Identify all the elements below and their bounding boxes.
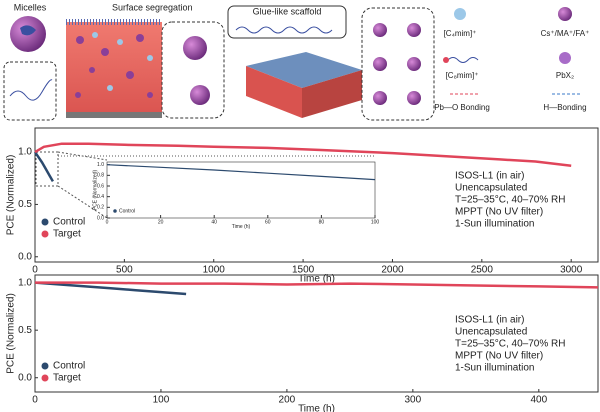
x-tick-label: 0 [32,395,38,406]
x-tick-label: 2000 [381,265,404,276]
x-tick-label: 400 [530,395,547,406]
x-tick-label: 500 [116,265,133,276]
series-line [35,281,599,289]
lattice [373,23,421,105]
annotation: 1-Sun illumination [455,219,535,230]
x-axis-label: Time (h) [298,404,335,412]
crystal [190,85,210,105]
plot-frame [106,161,376,219]
chains [235,26,333,34]
series-line [34,281,187,296]
x-axis-label: Time (h) [232,224,251,230]
annotation: MPPT (No UV filter) [455,207,543,218]
plot-frame [34,127,599,263]
zoom-line [57,185,108,219]
legend-label: Target [53,229,81,240]
substrate [66,112,162,118]
x-tick-label: 300 [405,395,422,406]
legend-marker [41,374,49,382]
legend-marker [41,230,49,238]
y-tick-label: 1.0 [97,162,104,168]
y-axis-label: PCE (Normalized) [6,293,17,374]
y-tick-label: 0.5 [18,199,32,210]
x-tick-label: 0 [106,219,109,225]
annotation: Unencapsulated [455,183,527,194]
schematic-legend: Cs⁺/MA⁺/FA⁺ [541,29,590,38]
film-side [302,70,362,118]
legend-label: Control [53,217,85,228]
legend-marker [41,218,49,226]
y-axis-label: PCE (Normalized) [92,170,98,211]
x-tick-label: 3000 [560,265,583,276]
y-tick-label: 0.0 [18,372,32,383]
schematic-legend: [C₄mim]⁺ [444,29,477,38]
schematic-legend: H—Bonding [543,103,586,112]
x-tick-label: 1500 [292,265,315,276]
y-tick-label: 1.0 [18,277,32,288]
annotation: 1-Sun illumination [455,363,535,374]
schematic-legend: [C₈mim]⁺ [446,71,479,80]
legend-label: Target [53,373,81,384]
callout [227,5,347,39]
series-line [33,151,54,183]
x-tick-label: 1000 [203,265,226,276]
x-tick-label: 60 [265,219,271,225]
annotation: MPPT (No UV filter) [455,351,543,362]
legend-marker [41,362,49,370]
surface-label: Surface segregation [112,2,193,12]
x-tick-label: 100 [153,395,170,406]
y-axis-label: PCE (Normalized) [6,155,17,236]
particles [75,34,153,98]
x-tick-label: 80 [319,219,325,225]
legend-icon [443,57,449,63]
inset-background [107,162,375,218]
annotation: T=25–35°C, 40–70% RH [455,195,565,206]
annotation: T=25–35°C, 40–70% RH [455,339,565,350]
plot-frame [34,274,599,393]
crystal [183,36,207,60]
micelle-core [20,25,36,36]
zoom-box [3,61,57,121]
y-tick-label: 0.4 [97,194,104,200]
legend-icon [558,7,572,21]
series-line [106,164,376,181]
y-tick-label: 0.6 [97,183,104,189]
legend-icon [454,8,466,20]
y-tick-label: 1.0 [18,147,32,158]
legend-marker [113,209,117,213]
cations [92,32,153,91]
annotation: Unencapsulated [455,327,527,338]
legend-label: Control [53,361,85,372]
schematic-legend: Pb—O Bonding [434,103,490,112]
y-tick-label: 0.0 [97,215,104,221]
chain [9,79,53,101]
scaffold-label: Glue-like scaffold [253,6,322,16]
legend-label: Control [119,208,135,214]
film-side [246,66,302,118]
zoom-box [361,7,435,121]
film-top [246,52,362,88]
schematic-legend: PbX₂ [556,71,574,80]
y-tick-label: 0.8 [97,173,104,179]
y-tick-label: 0.2 [97,205,104,211]
legend-icon [447,57,479,63]
series-line [34,142,572,167]
x-tick-label: 0 [32,265,38,276]
annotation: ISOS-L1 (in air) [455,171,524,182]
legend-icon [559,52,571,64]
schematic: Micelles Surface segregation Glue-like s… [3,2,590,121]
micelles-label: Micelles [14,2,47,12]
x-tick-label: 200 [279,395,296,406]
x-tick-label: 40 [211,219,217,225]
y-tick-label: 0.0 [18,251,32,262]
y-tick-label: 0.5 [18,325,32,336]
x-axis-label: Time (h) [298,274,335,285]
x-tick-label: 2500 [471,265,494,276]
x-tick-label: 20 [158,219,164,225]
annotation: ISOS-L1 (in air) [455,315,524,326]
x-tick-label: 100 [371,219,380,225]
